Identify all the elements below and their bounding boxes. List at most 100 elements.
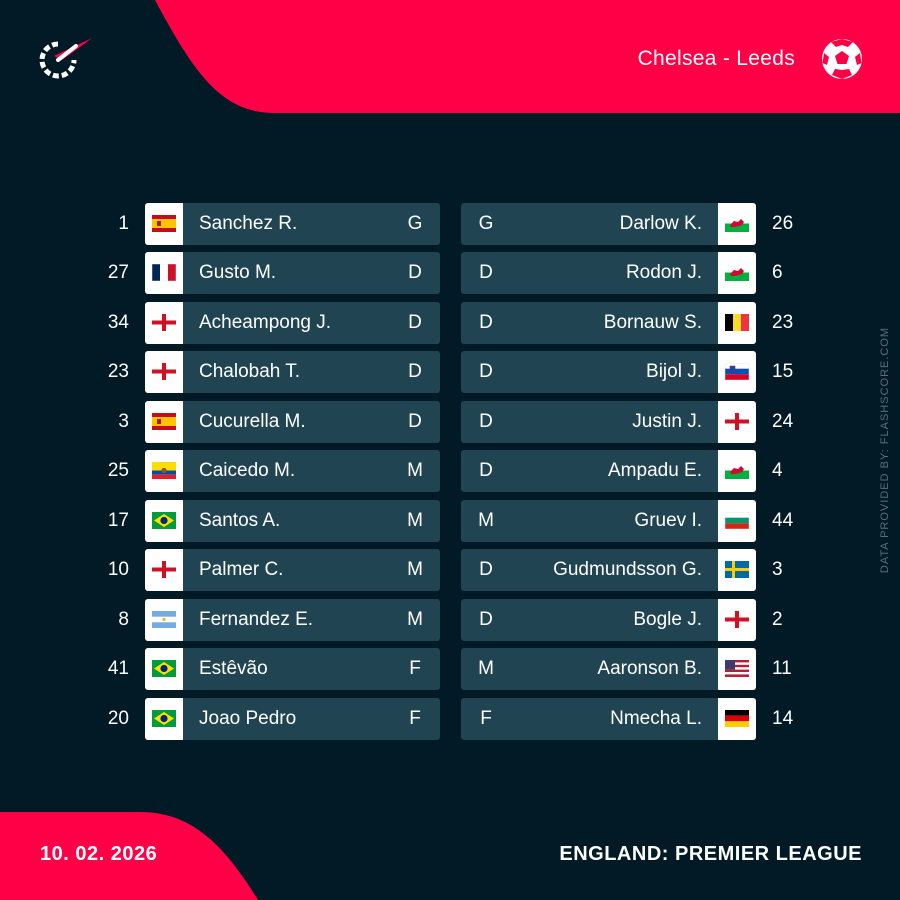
home-player-position: F <box>409 658 421 679</box>
home-player-position: M <box>407 510 423 531</box>
away-player-bar: D Bornauw S. <box>461 302 756 344</box>
away-player-number: 3 <box>772 559 783 580</box>
away-player-position: D <box>479 559 493 580</box>
away-player-bar: M Aaronson B. <box>461 648 756 690</box>
home-player-position: D <box>408 361 422 382</box>
home-player-bar: Fernandez E. M <box>145 599 440 641</box>
lineup-row-2: 27 Gusto M. D D Rodon J. 6 <box>0 252 900 294</box>
away-player-number: 11 <box>772 658 792 679</box>
lineup-row-7: 17 Santos A. M M Gruev I. 44 <box>0 500 900 542</box>
home-player-bar: Chalobah T. D <box>145 351 440 393</box>
match-date: 10. 02. 2026 <box>40 843 158 865</box>
home-player-name: Caicedo M. <box>199 460 296 481</box>
home-player-bar: Estêvão F <box>145 648 440 690</box>
lineup-row-4: 23 Chalobah T. D D Bijol J. 15 <box>0 351 900 393</box>
away-player-name: Bijol J. <box>646 361 702 382</box>
usa-flag-icon <box>718 648 756 690</box>
home-player-position: M <box>407 609 423 630</box>
away-player-number: 15 <box>772 361 794 382</box>
away-player-position: D <box>479 411 493 432</box>
lineup-row-5: 3 Cucurella M. D D Justin J. 24 <box>0 401 900 443</box>
away-player-name: Rodon J. <box>625 262 702 283</box>
away-player-bar: D Ampadu E. <box>461 450 756 492</box>
bulgaria-flag-icon <box>718 500 756 542</box>
spain-flag-icon <box>145 401 183 443</box>
home-player-number: 41 <box>107 658 129 679</box>
lineup-row-6: 25 Caicedo M. M D Ampadu E. 4 <box>0 450 900 492</box>
away-player-position: F <box>480 708 492 729</box>
england-flag-icon <box>145 302 183 344</box>
home-player-name: Estêvão <box>199 658 268 679</box>
home-player-bar: Sanchez R. G <box>145 203 440 245</box>
away-player-number: 23 <box>772 312 794 333</box>
home-player-position: G <box>407 213 423 234</box>
home-player-bar: Palmer C. M <box>145 549 440 591</box>
home-player-bar: Santos A. M <box>145 500 440 542</box>
away-player-number: 4 <box>772 460 783 481</box>
header-red-band <box>155 0 900 113</box>
home-player-name: Cucurella M. <box>199 411 306 432</box>
home-player-number: 8 <box>118 609 129 630</box>
away-player-position: D <box>479 312 493 333</box>
away-player-bar: F Nmecha L. <box>461 698 756 740</box>
away-player-position: D <box>479 609 493 630</box>
flashscore-logo-icon <box>39 38 92 79</box>
away-player-bar: D Bijol J. <box>461 351 756 393</box>
away-player-name: Aaronson B. <box>597 658 702 679</box>
england-flag-icon <box>145 549 183 591</box>
footer-red-band <box>0 812 258 900</box>
home-player-bar: Acheampong J. D <box>145 302 440 344</box>
england-flag-icon <box>718 401 756 443</box>
wales-flag-icon <box>718 252 756 294</box>
away-player-name: Darlow K. <box>619 213 702 234</box>
lineup-row-9: 8 Fernandez E. M D Bogle J. 2 <box>0 599 900 641</box>
home-player-name: Acheampong J. <box>199 312 332 333</box>
home-player-bar: Gusto M. D <box>145 252 440 294</box>
home-player-name: Sanchez R. <box>199 213 298 234</box>
home-player-number: 25 <box>107 460 129 481</box>
home-player-bar: Cucurella M. D <box>145 401 440 443</box>
home-player-name: Palmer C. <box>199 559 284 580</box>
home-player-number: 17 <box>107 510 129 531</box>
home-player-bar: Caicedo M. M <box>145 450 440 492</box>
away-player-bar: D Gudmundsson G. <box>461 549 756 591</box>
away-player-number: 44 <box>772 510 794 531</box>
away-player-name: Gudmundsson G. <box>553 559 702 580</box>
away-player-bar: D Justin J. <box>461 401 756 443</box>
home-player-number: 1 <box>118 213 129 234</box>
home-player-number: 23 <box>107 361 129 382</box>
away-player-position: M <box>478 510 494 531</box>
away-player-number: 26 <box>772 213 794 234</box>
away-player-position: D <box>479 361 493 382</box>
away-player-bar: M Gruev I. <box>461 500 756 542</box>
home-player-position: D <box>408 312 422 333</box>
league-name: ENGLAND: PREMIER LEAGUE <box>559 843 862 865</box>
wales-flag-icon <box>718 450 756 492</box>
home-player-name: Joao Pedro <box>199 708 297 729</box>
away-player-name: Ampadu E. <box>608 460 702 481</box>
away-player-number: 6 <box>772 262 783 283</box>
away-player-number: 24 <box>772 411 794 432</box>
home-player-bar: Joao Pedro F <box>145 698 440 740</box>
ecuador-flag-icon <box>145 450 183 492</box>
lineup-row-3: 34 Acheampong J. D D Bornauw S. 23 <box>0 302 900 344</box>
slovenia-flag-icon <box>718 351 756 393</box>
lineup-row-8: 10 Palmer C. M D Gudmundsson G. 3 <box>0 549 900 591</box>
home-player-number: 27 <box>107 262 129 283</box>
home-player-number: 3 <box>118 411 129 432</box>
england-flag-icon <box>718 599 756 641</box>
argentina-flag-icon <box>145 599 183 641</box>
home-player-number: 10 <box>107 559 129 580</box>
away-player-position: G <box>478 213 494 234</box>
away-player-name: Bogle J. <box>633 609 702 630</box>
away-player-name: Nmecha L. <box>610 708 702 729</box>
home-player-position: D <box>408 262 422 283</box>
sweden-flag-icon <box>718 549 756 591</box>
home-player-name: Gusto M. <box>199 262 277 283</box>
away-player-number: 14 <box>772 708 794 729</box>
away-player-name: Justin J. <box>632 411 702 432</box>
home-player-number: 34 <box>107 312 129 333</box>
home-player-number: 20 <box>107 708 129 729</box>
england-flag-icon <box>145 351 183 393</box>
